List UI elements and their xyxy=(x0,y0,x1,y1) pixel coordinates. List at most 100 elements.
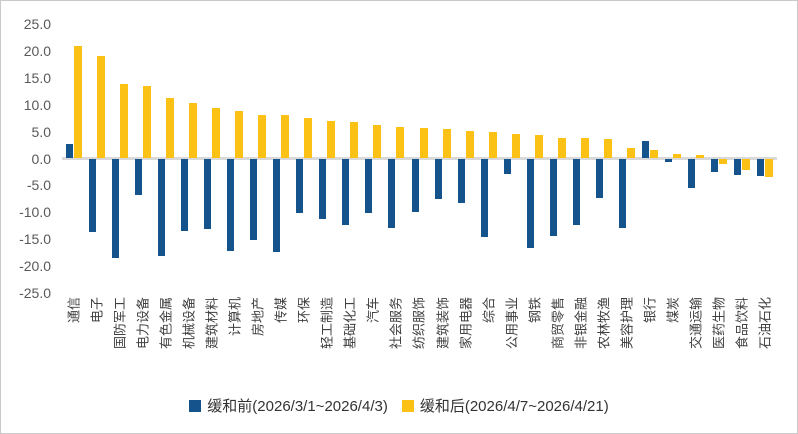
x-axis-label: 食品饮料 xyxy=(734,297,750,350)
bar-pre-easing xyxy=(734,158,742,176)
bar-post-easing xyxy=(511,133,520,159)
bar-group xyxy=(619,24,636,293)
bar-pre-easing xyxy=(480,158,488,238)
bar-group xyxy=(273,24,290,293)
legend: 缓和前(2026/3/1~2026/4/3) 缓和后(2026/4/7~2026… xyxy=(1,395,797,416)
bar-group xyxy=(642,24,659,293)
bar-group xyxy=(342,24,359,293)
bar-group xyxy=(296,24,313,293)
x-axis-label: 社会服务 xyxy=(388,297,404,350)
bar-post-easing xyxy=(281,114,290,159)
bar-pre-easing xyxy=(65,143,73,159)
bar-post-easing xyxy=(534,135,543,159)
x-axis-label: 轻工制造 xyxy=(319,297,335,350)
x-axis-label: 通信 xyxy=(66,297,82,324)
x-axis-label: 煤炭 xyxy=(665,297,681,324)
bar-group xyxy=(226,24,243,293)
bar-pre-easing xyxy=(203,158,211,229)
bar-pre-easing xyxy=(134,158,142,195)
bar-post-easing xyxy=(604,138,613,159)
bar-group xyxy=(526,24,543,293)
y-axis-tick-label: 25.0 xyxy=(23,16,51,32)
plot-area xyxy=(62,24,777,293)
x-axis-label: 建筑材料 xyxy=(204,297,220,350)
bar-group xyxy=(319,24,336,293)
bar-pre-easing xyxy=(111,158,119,259)
bar-pre-easing xyxy=(180,158,188,232)
bar-post-easing xyxy=(373,124,382,159)
x-axis-label: 计算机 xyxy=(227,297,243,337)
bar-pre-easing xyxy=(665,158,673,162)
bar-pre-easing xyxy=(711,158,719,172)
bar-group xyxy=(157,24,174,293)
y-axis-tick-label: -10.0 xyxy=(19,204,51,221)
bar-group xyxy=(688,24,705,293)
x-axis-label: 电子 xyxy=(89,297,105,324)
bar-pre-easing xyxy=(619,158,627,228)
x-axis-label: 建筑装饰 xyxy=(435,297,451,350)
bar-pre-easing xyxy=(319,158,327,219)
bar-post-easing xyxy=(488,132,497,159)
bar-post-easing xyxy=(557,137,566,159)
x-axis-label: 有色金属 xyxy=(158,297,174,350)
bar-pre-easing xyxy=(226,158,234,252)
legend-swatch-post xyxy=(401,399,414,412)
y-axis-tick-label: 20.0 xyxy=(23,42,51,59)
bar-group xyxy=(457,24,474,293)
bar-post-easing xyxy=(327,120,336,159)
bar-post-easing xyxy=(304,117,313,159)
x-axis-labels: 通信 电子 国防军工 电力设备 有色金属 机械设备 建筑材料 计算机 房地产 传媒 环保 轻工制造 基础… xyxy=(62,297,777,391)
y-axis-tick-label: -20.0 xyxy=(19,258,51,275)
bar-post-easing xyxy=(696,155,705,159)
bar-pre-easing xyxy=(157,158,165,257)
x-axis-label: 传媒 xyxy=(273,297,289,324)
bar-group xyxy=(111,24,128,293)
bar-post-easing xyxy=(211,107,220,159)
bar-post-easing xyxy=(719,158,728,165)
x-axis-label: 机械设备 xyxy=(181,297,197,350)
x-axis-label: 综合 xyxy=(481,297,497,324)
bar-group xyxy=(596,24,613,293)
bar-group xyxy=(665,24,682,293)
bar-post-easing xyxy=(396,126,405,159)
x-axis-label: 非银金融 xyxy=(573,297,589,350)
bar-group xyxy=(757,24,774,293)
bar-group xyxy=(734,24,751,293)
bar-post-easing xyxy=(350,122,359,159)
bar-post-easing xyxy=(165,98,174,159)
bar-group xyxy=(480,24,497,293)
bar-pre-easing xyxy=(365,158,373,214)
bar-post-easing xyxy=(465,131,474,159)
bar-group xyxy=(180,24,197,293)
y-axis-tick-label: -15.0 xyxy=(19,231,51,248)
bar-group xyxy=(65,24,82,293)
bar-pre-easing xyxy=(457,158,465,204)
y-axis-tick-label: 0.0 xyxy=(31,150,51,167)
bar-post-easing xyxy=(96,56,105,159)
bar-post-easing xyxy=(258,114,267,159)
x-axis-label: 商贸零售 xyxy=(550,297,566,350)
bar-pre-easing xyxy=(757,158,765,176)
x-axis-label: 基础化工 xyxy=(342,297,358,350)
bar-group xyxy=(365,24,382,293)
bar-pre-easing xyxy=(503,158,511,175)
x-axis-label: 汽车 xyxy=(365,297,381,324)
legend-item-pre: 缓和前(2026/3/1~2026/4/3) xyxy=(189,395,388,416)
x-axis-label: 农林牧渔 xyxy=(596,297,612,350)
bar-post-easing xyxy=(73,45,82,159)
bar-group xyxy=(203,24,220,293)
bar-pre-easing xyxy=(250,158,258,241)
y-axis-tick-label: -5.0 xyxy=(26,177,51,194)
x-axis-label: 交通运输 xyxy=(688,297,704,350)
bar-pre-easing xyxy=(434,158,442,200)
bar-group xyxy=(388,24,405,293)
bar-pre-easing xyxy=(273,158,281,252)
bar-group xyxy=(250,24,267,293)
bar-pre-easing xyxy=(572,158,580,226)
y-axis-tick-label: 15.0 xyxy=(23,69,51,86)
x-axis-label: 医药生物 xyxy=(711,297,727,350)
x-axis-label: 石油石化 xyxy=(757,297,773,350)
bar-pre-easing xyxy=(296,158,304,214)
bar-pre-easing xyxy=(342,158,350,225)
x-axis-label: 公用事业 xyxy=(504,297,520,350)
